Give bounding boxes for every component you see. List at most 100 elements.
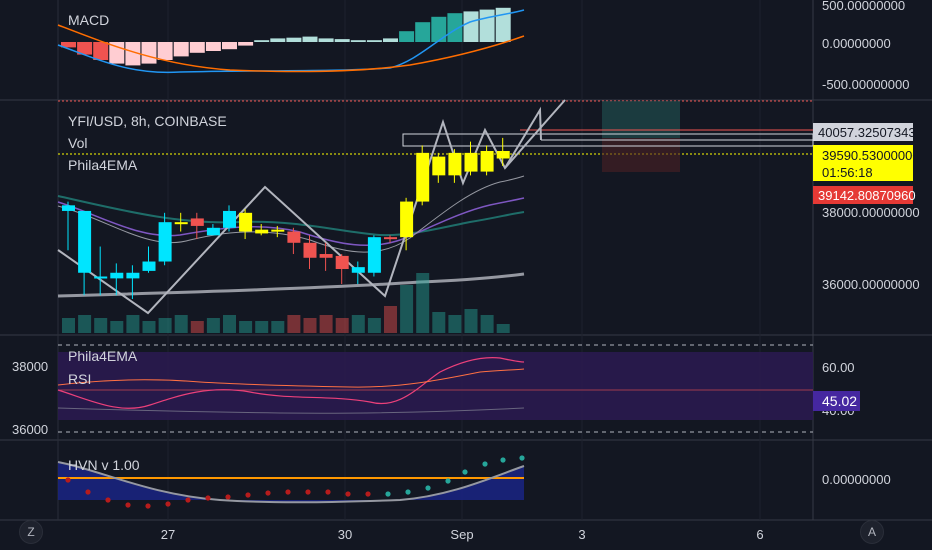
price-label-current-bg: [813, 145, 913, 181]
macd-histogram-bar: [125, 42, 141, 66]
hvn-dot: [145, 503, 151, 509]
hvn-dot: [482, 461, 488, 467]
volume-bar: [142, 321, 156, 333]
macd-histogram-bar: [383, 38, 398, 42]
hvn-dot: [462, 469, 468, 475]
volume-bar: [432, 312, 446, 333]
candle-body: [319, 254, 333, 258]
rsi-band: [58, 352, 813, 420]
price-label-lower-bg: [813, 186, 913, 204]
macd-histogram-bar: [286, 37, 302, 42]
volume-bar: [287, 315, 301, 333]
volume-bar: [367, 318, 381, 333]
candle-body: [367, 237, 381, 273]
price-label-upper: 40057.32507343: [818, 125, 916, 140]
candle-body: [126, 272, 140, 279]
macd-histogram-bar: [254, 40, 270, 42]
macd-label: MACD: [68, 12, 109, 28]
hvn-dot: [500, 457, 506, 463]
hvn-dot: [125, 502, 131, 508]
candle-body: [416, 152, 430, 202]
price-tick: 36000.00000000: [822, 277, 920, 292]
candle-body: [239, 212, 253, 232]
candle-body: [94, 276, 108, 279]
hvn-dot: [265, 490, 271, 496]
volume-bar: [62, 318, 75, 333]
left-tick: 38000: [12, 359, 48, 374]
volume-bar: [206, 318, 220, 333]
rsi-tick: 60.00: [822, 360, 855, 375]
candle-body: [335, 255, 349, 270]
time-label: 3: [578, 527, 585, 542]
hvn-dot: [425, 485, 431, 491]
macd-histogram-bar: [431, 16, 447, 42]
hvn-dot: [205, 495, 211, 501]
macd-histogram-bar: [189, 42, 205, 53]
volume-bar: [351, 315, 365, 333]
macd-histogram-bar: [173, 42, 189, 57]
rsi-line: [57, 357, 525, 409]
price-label-current: 39590.53000000: [822, 148, 920, 163]
macd-histogram-bar: [222, 42, 237, 50]
rsi-ma-line: [57, 368, 525, 388]
position-profit-zone: [602, 101, 680, 138]
rsi-ema-line: [57, 407, 525, 414]
left-tick: 36000: [12, 422, 48, 437]
hvn-dot: [225, 494, 231, 500]
volume-bar: [319, 315, 333, 333]
zoom-button[interactable]: Z: [19, 520, 43, 544]
zigzag-projection: [504, 106, 542, 169]
hvn-dot: [105, 497, 111, 503]
candle-body: [303, 242, 317, 258]
volume-bar: [190, 321, 204, 333]
macd-histogram-bar: [77, 42, 93, 55]
macd-histogram-bar: [141, 42, 157, 64]
price-label-lower: 39142.80870960: [818, 188, 916, 203]
volume-bar: [416, 273, 430, 333]
volume-bar: [223, 315, 236, 333]
hvn-dot: [305, 489, 311, 495]
hvn-dot: [519, 455, 525, 461]
volume-bar: [271, 321, 285, 333]
hvn-dot: [405, 489, 411, 495]
candle-body: [223, 210, 236, 228]
hvn-curve: [57, 461, 525, 504]
time-label: 27: [161, 527, 175, 542]
macd-histogram-bar: [463, 11, 479, 42]
volume-bar: [126, 315, 140, 333]
macd-histogram-bar: [447, 13, 463, 42]
candle-body: [206, 227, 220, 236]
candle-body: [271, 229, 285, 232]
candle-body: [158, 222, 172, 262]
hvn-label: HVN v 1.00: [68, 457, 140, 473]
hvn-dot: [325, 489, 331, 495]
hvn-dot: [285, 489, 291, 495]
hvn-dot: [445, 478, 451, 484]
volume-bar: [94, 318, 108, 333]
macd-histogram-bar: [157, 42, 173, 60]
macd-tick: 500.00000000: [822, 0, 905, 13]
hvn-dot: [365, 491, 371, 497]
macd-histogram-bar: [399, 31, 415, 42]
volume-bar: [335, 318, 349, 333]
candle-body: [400, 201, 414, 238]
macd-histogram-bar: [270, 38, 286, 42]
macd-signal-line: [57, 24, 525, 73]
price-tick: 38000.00000000: [822, 205, 920, 220]
zigzag-line: [57, 99, 566, 315]
hvn-dot: [345, 491, 351, 497]
rsi-label: RSI: [68, 371, 91, 387]
rsi-value-label: 45.02: [822, 393, 857, 409]
macd-histogram-bar: [238, 42, 254, 46]
time-label: 30: [338, 527, 352, 542]
candle-body: [142, 261, 156, 271]
candle-body: [190, 218, 204, 226]
phila-label: Phila4EMA: [68, 157, 138, 173]
volume-bar: [496, 324, 510, 333]
volume-bar: [174, 315, 188, 333]
candle-body: [62, 205, 75, 211]
volume-bar: [400, 285, 414, 333]
auto-scale-button[interactable]: A: [860, 520, 884, 544]
